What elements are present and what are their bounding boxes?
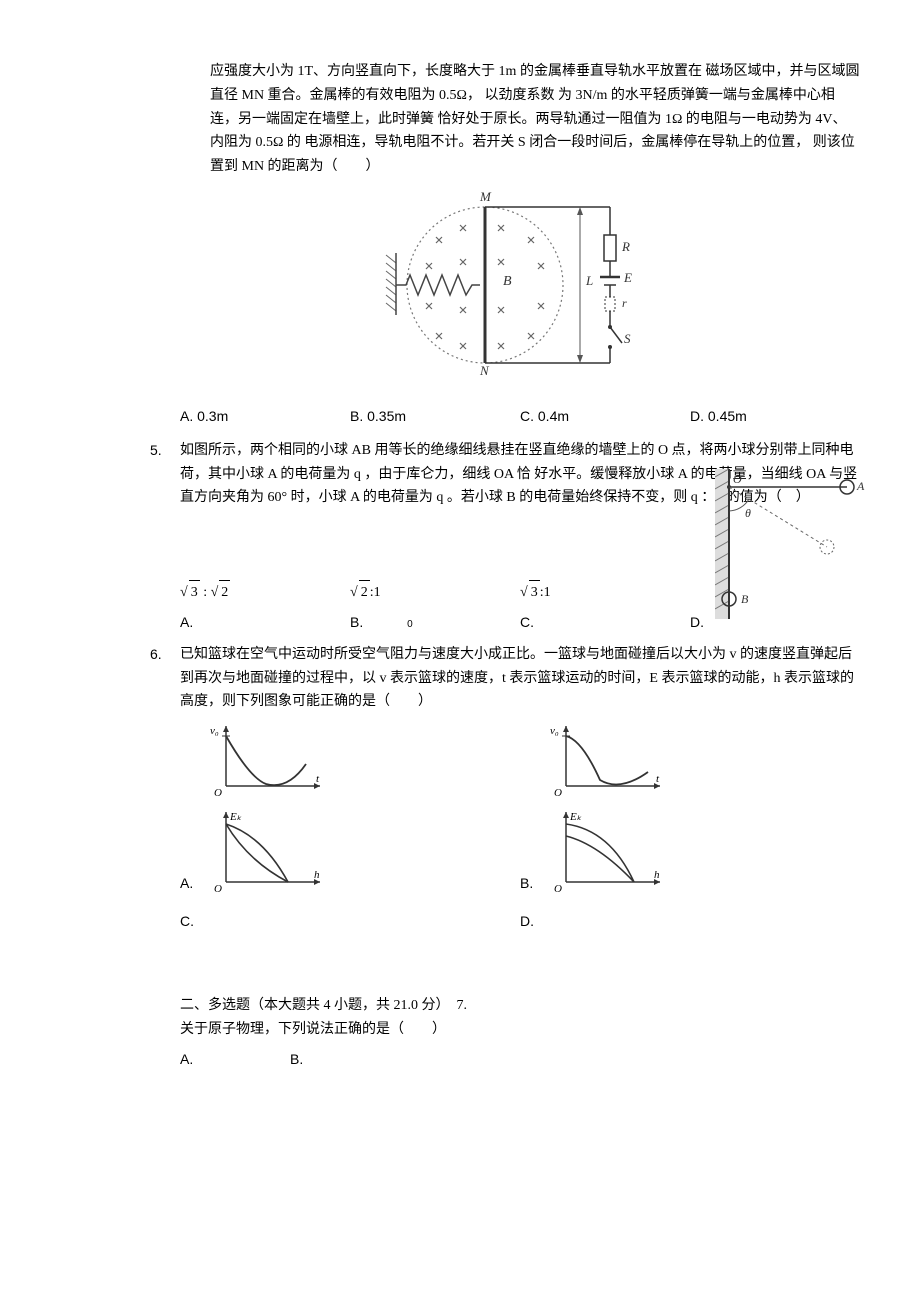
q6-opt-D[interactable]: D. (520, 910, 860, 934)
q6-opts-AB: A. Eₖ h O B. (180, 806, 860, 896)
q4-opt-D[interactable]: D. 0.45m (690, 405, 860, 429)
q5-figure: O A θ B (715, 469, 870, 619)
q6-fig-vt-1: v₀ t O (208, 720, 328, 800)
q6-number: 6. (150, 643, 162, 667)
q5-label-A: A (856, 479, 865, 493)
section2-heading: 二、多选题（本大题共 4 小题，共 21.0 分） 7. (180, 994, 860, 1018)
q7-opt-B[interactable]: B. (290, 1048, 400, 1072)
q6-opt-C[interactable]: C. (180, 910, 520, 934)
q5-opt-A[interactable]: A. (180, 611, 350, 635)
q5-label-theta: θ (745, 506, 751, 520)
q4-label-N: N (479, 363, 490, 375)
q5-math-A: √3 : √2 (180, 580, 350, 605)
svg-text:v₀: v₀ (210, 725, 219, 737)
q4-opt-B[interactable]: B. 0.35m (350, 405, 520, 429)
q6-fig-vt-2: v₀ t O (548, 720, 668, 800)
q4-label-B: B (503, 274, 512, 289)
q4-label-S: S (624, 331, 631, 346)
q6-opt-A[interactable]: A. (180, 872, 202, 896)
svg-text:h: h (654, 869, 660, 881)
svg-text:t: t (316, 773, 320, 785)
q4-label-E: E (623, 270, 632, 285)
q5-opt-B[interactable]: B. 0 (350, 611, 520, 635)
q5-math-C: √3:1 (520, 580, 690, 605)
q6-opts-CD: C. D. (180, 910, 860, 934)
q4-figure: M N B (180, 185, 860, 375)
q5-label-B: B (741, 592, 749, 606)
svg-text:t: t (656, 773, 660, 785)
q6-opt-B[interactable]: B. (520, 872, 542, 896)
q4-opt-A[interactable]: A. 0.3m (180, 405, 350, 429)
svg-text:Eₖ: Eₖ (569, 811, 582, 823)
q4-stem: 应强度大小为 1T、方向竖直向下，长度略大于 1m 的金属棒垂直导轨水平放置在 … (210, 60, 860, 179)
q7-opt-A[interactable]: A. (180, 1048, 290, 1072)
svg-text:Eₖ: Eₖ (229, 811, 242, 823)
q6-fig-Ek-2: Eₖ h O (548, 806, 668, 896)
q5-math-B: √2:1 (350, 580, 520, 605)
q6-stem: 已知篮球在空气中运动时所受空气阻力与速度大小成正比。一篮球与地面碰撞后以大小为 … (180, 643, 860, 714)
svg-text:O: O (214, 883, 222, 895)
q5-number: 5. (150, 439, 162, 463)
q4-options: A. 0.3m B. 0.35m C. 0.4m D. 0.45m (180, 405, 860, 429)
svg-text:O: O (214, 787, 222, 799)
svg-text:v₀: v₀ (550, 725, 559, 737)
svg-text:O: O (554, 883, 562, 895)
q5-label-O: O (733, 472, 742, 486)
svg-text:h: h (314, 869, 320, 881)
q4-label-r: r (622, 296, 627, 310)
q4-label-R: R (621, 239, 630, 254)
q4-label-M: M (479, 189, 492, 204)
q6-fig-Ek-1: Eₖ h O (208, 806, 328, 896)
q4-label-L: L (585, 273, 593, 288)
q6-figs-top: v₀ t O v₀ (180, 720, 860, 800)
q7-stem: 关于原子物理，下列说法正确的是（ ） (180, 1018, 860, 1042)
q5-opt-C[interactable]: C. (520, 611, 690, 635)
q4-opt-C[interactable]: C. 0.4m (520, 405, 690, 429)
svg-text:O: O (554, 787, 562, 799)
